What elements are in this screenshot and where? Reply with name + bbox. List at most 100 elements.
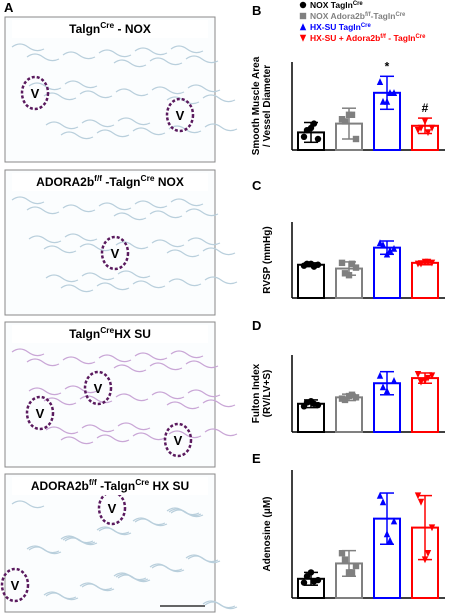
tissue-texture xyxy=(11,500,45,509)
tissue-texture xyxy=(115,88,149,97)
data-point xyxy=(379,383,387,391)
superscript: f/f xyxy=(365,12,371,18)
tissue-texture xyxy=(81,424,115,433)
tissue-texture xyxy=(45,274,79,283)
data-point xyxy=(299,12,307,20)
tissue-texture xyxy=(185,208,219,217)
tissue-texture xyxy=(98,354,132,363)
tissue-texture xyxy=(151,391,185,400)
superscript: Cre xyxy=(395,12,406,18)
text-part: -Tagln xyxy=(371,11,396,21)
tissue-texture xyxy=(81,272,115,281)
superscript: Cre xyxy=(353,1,364,7)
data-point xyxy=(338,550,346,557)
tissue-texture xyxy=(170,350,204,359)
vessel-label: V xyxy=(108,501,117,516)
data-point xyxy=(428,524,436,532)
tissue-texture xyxy=(117,270,151,279)
tissue-texture xyxy=(117,117,151,126)
data-point xyxy=(376,78,384,85)
tissue-texture xyxy=(187,84,221,93)
data-point xyxy=(414,371,422,378)
panel-label: A xyxy=(4,0,14,15)
tissue-texture xyxy=(28,235,62,244)
text-part: HX-SU Tagln xyxy=(310,22,361,32)
data-point xyxy=(303,127,311,134)
tissue-texture xyxy=(96,129,130,138)
panel-label: E xyxy=(252,451,261,466)
tissue-texture xyxy=(166,401,200,410)
tissue-texture xyxy=(204,276,238,285)
data-point xyxy=(386,246,394,254)
vessel xyxy=(25,395,55,431)
data-point xyxy=(314,135,322,143)
data-point xyxy=(352,562,360,570)
text-part: - NOX xyxy=(114,22,151,36)
data-point xyxy=(379,241,387,248)
text-part: HX-SU + Adora2b xyxy=(310,33,380,43)
tissue-texture xyxy=(98,49,132,58)
vessel-label: V xyxy=(94,381,103,396)
tissue-texture xyxy=(132,127,166,136)
data-point xyxy=(424,374,432,382)
tissue-texture xyxy=(64,233,98,242)
data-point xyxy=(379,97,387,105)
panel-label: C xyxy=(252,178,262,193)
tissue-texture xyxy=(187,237,221,246)
tissue-texture xyxy=(11,43,45,52)
data-point xyxy=(300,579,308,586)
label-text: ADORA2bf/f -TalgnCre HX SU xyxy=(31,477,189,493)
tissue-texture xyxy=(60,131,94,140)
vessel-label: V xyxy=(174,433,183,448)
panel-label: D xyxy=(252,318,261,333)
tissue-texture xyxy=(115,393,149,402)
tissue-texture xyxy=(26,206,60,215)
legend-entry: HX-SU + Adora2bf/f - TaglnCre xyxy=(310,33,426,43)
y-axis-label: RVSP (mmHg) xyxy=(262,226,273,293)
data-point xyxy=(386,536,394,544)
tissue-texture xyxy=(98,202,132,211)
legend-entry: HX-SU TaglnCre xyxy=(310,22,371,32)
tissue-texture xyxy=(166,249,200,258)
tissue-texture xyxy=(170,198,204,207)
data-point xyxy=(428,372,436,380)
vessel xyxy=(83,370,113,406)
superscript: Cre xyxy=(416,34,427,40)
data-point xyxy=(390,517,398,525)
label-text: ADORA2bf/f -TalgnCre NOX xyxy=(36,173,184,189)
tissue-texture xyxy=(11,348,45,357)
data-point xyxy=(390,376,398,384)
data-point xyxy=(300,133,308,140)
text-part: HX SU xyxy=(149,479,189,493)
data-point xyxy=(341,556,349,563)
tissue-texture xyxy=(28,82,62,91)
bar xyxy=(411,377,439,434)
y-axis-label: Fulton Index xyxy=(251,363,262,423)
y-axis-label: Smooth Muscle Area xyxy=(251,56,262,155)
superscript: Cre xyxy=(361,23,372,29)
superscript: f/f xyxy=(89,477,97,487)
data-point xyxy=(414,127,422,134)
data-point xyxy=(424,550,432,557)
superscript: Cre xyxy=(100,325,114,335)
data-point xyxy=(352,394,360,401)
significance-mark: # xyxy=(422,101,429,115)
data-point xyxy=(390,244,398,252)
caption-box xyxy=(12,477,208,495)
vessel xyxy=(100,235,130,271)
tissue-texture xyxy=(113,59,147,68)
data-point xyxy=(348,569,356,576)
data-point xyxy=(299,34,307,42)
data-point xyxy=(376,491,384,499)
tissue-texture xyxy=(26,545,60,554)
tissue-texture xyxy=(187,389,221,398)
data-point xyxy=(376,371,384,379)
tissue-texture xyxy=(26,358,60,367)
data-point xyxy=(417,378,425,386)
superscript: Cre xyxy=(135,477,149,487)
tissue-texture xyxy=(168,430,202,439)
tissue-texture xyxy=(115,241,149,250)
tissue-texture xyxy=(60,436,94,445)
y-axis-label: / Vessel Diameter xyxy=(262,65,273,147)
data-point xyxy=(299,1,307,9)
